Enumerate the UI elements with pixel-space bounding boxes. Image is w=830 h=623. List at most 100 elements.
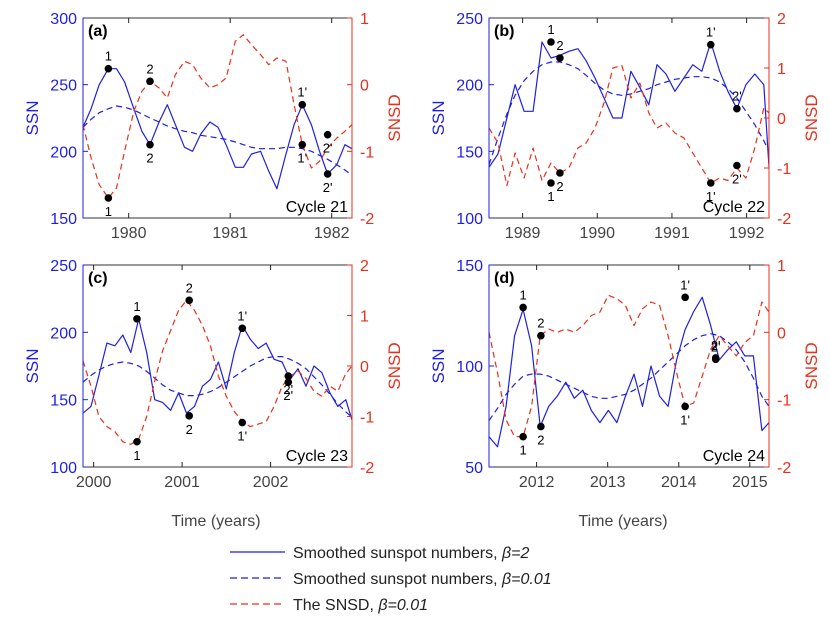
marker-point [711,355,720,364]
marker-point [104,194,113,202]
left-tick-label: 300 [50,11,77,28]
right-tick-label: -2 [777,211,791,228]
cycle-label: Cycle 21 [286,199,348,216]
right-axis-label: SNSD [385,94,404,141]
legend-entry-1: Smoothed sunspot numbers, β=2 [293,545,530,562]
ssn-beta2-line [489,296,769,448]
marker-label: 1 [519,287,526,302]
marker-label: 1 [133,448,140,463]
marker-label: 2 [186,422,193,437]
snsd-line [83,299,352,445]
marker-point [104,64,113,73]
right-axis-label: SNSD [385,342,404,389]
ssn-beta2-line [83,318,352,421]
right-tick-label: 2 [360,258,369,275]
marker-point [556,169,564,177]
marker-point [298,100,307,109]
x-tick-label: 2015 [732,474,768,491]
x-tick-label: 1991 [654,225,690,242]
x-tick-label: 1990 [579,225,615,242]
marker-point [133,437,141,446]
ssn-beta2-line [489,41,769,168]
legend-entry-2: Smoothed sunspot numbers, β=0.01 [293,571,552,588]
right-tick-label: -2 [777,460,791,477]
right-tick-label: 0 [777,325,786,342]
marker-label: 1 [133,299,140,314]
right-tick-label: -1 [360,144,374,161]
right-tick-label: 0 [777,111,786,128]
ssn-beta001-line [489,61,769,165]
right-tick-label: 1 [360,309,369,326]
marker-point [733,161,741,170]
panel-4: 50 100 150 SSN -2 -1 0 1 SNSD 2012 2013 2014 2015 (d)… [429,258,821,491]
x-tick-label: 1982 [314,225,350,242]
marker-label: 2 [146,61,153,76]
marker-point [681,293,689,302]
panel-label: (a) [88,23,108,40]
marker-label: 1 [547,189,554,204]
marker-label: 2' [283,382,293,397]
marker-label: 1' [680,277,690,292]
x-tick-label: 2014 [661,474,697,491]
marker-label: 1 [519,443,526,458]
right-tick-label: 1 [777,61,786,78]
left-tick-label: 100 [50,460,77,477]
marker-label: 2 [556,38,563,53]
plot-area [489,294,769,448]
x-tick-label: 2013 [590,474,626,491]
x-tick-label: 2002 [253,474,289,491]
marker-point [537,331,545,340]
marker-label: 1 [547,22,554,37]
right-tick-label: 1 [777,258,786,275]
cycle-label: Cycle 23 [286,448,348,465]
legend-entry-3-beta: β=0.01 [377,597,428,614]
marker-point [238,324,247,333]
right-tick-label: -2 [360,460,374,477]
right-axis-label: SNSD [802,94,821,141]
right-tick-label: 0 [360,359,369,376]
x-tick-label: 2000 [76,474,112,491]
marker-label: 1' [237,429,247,444]
left-tick-label: 150 [50,211,77,228]
marker-label: 2 [556,179,563,194]
marker-label: 2' [323,141,333,156]
marker-label: 2' [711,339,721,354]
marker-point [146,140,154,149]
ssn-beta2-line [83,68,352,190]
ssn-beta001-line [83,356,352,418]
panel-1: 150 200 250 300 SSN -2 -1 0 1 SNSD 1980 1981 1982 (a)… [23,11,404,242]
x-tick-label: 1981 [212,225,248,242]
left-tick-label: 150 [456,144,483,161]
marker-label: 2 [146,151,153,166]
snsd-line [489,64,769,187]
marker-label: 2' [732,89,742,104]
marker-label: 1' [237,308,247,323]
marker-point [133,315,141,323]
x-tick-label: 2012 [519,474,555,491]
marker-point [323,130,332,139]
right-axis-label: SNSD [802,342,821,389]
panel-label: (c) [88,270,108,287]
right-tick-label: 1 [360,11,369,28]
cycle-label: Cycle 22 [703,199,765,216]
right-tick-label: -1 [777,161,791,178]
marker-point [519,303,527,312]
marker-label: 1' [706,25,716,40]
left-tick-label: 150 [50,393,77,410]
left-axis-label: SSN [23,349,42,384]
legend-entry-1-label: Smoothed sunspot numbers, [293,545,502,562]
marker-label: 1 [105,204,112,219]
marker-label: 1 [105,49,112,64]
marker-label: 2' [283,388,293,403]
left-axis-label: SSN [23,101,42,136]
marker-point [706,179,715,187]
legend-entry-1-beta: β=2 [501,545,529,562]
left-tick-label: 150 [456,258,483,275]
marker-point [284,378,293,386]
left-tick-label: 200 [50,144,77,161]
x-tick-label: 1980 [111,225,147,242]
marker-point [238,418,247,427]
x-tick-label: 1992 [729,225,765,242]
marker-point [556,54,564,62]
